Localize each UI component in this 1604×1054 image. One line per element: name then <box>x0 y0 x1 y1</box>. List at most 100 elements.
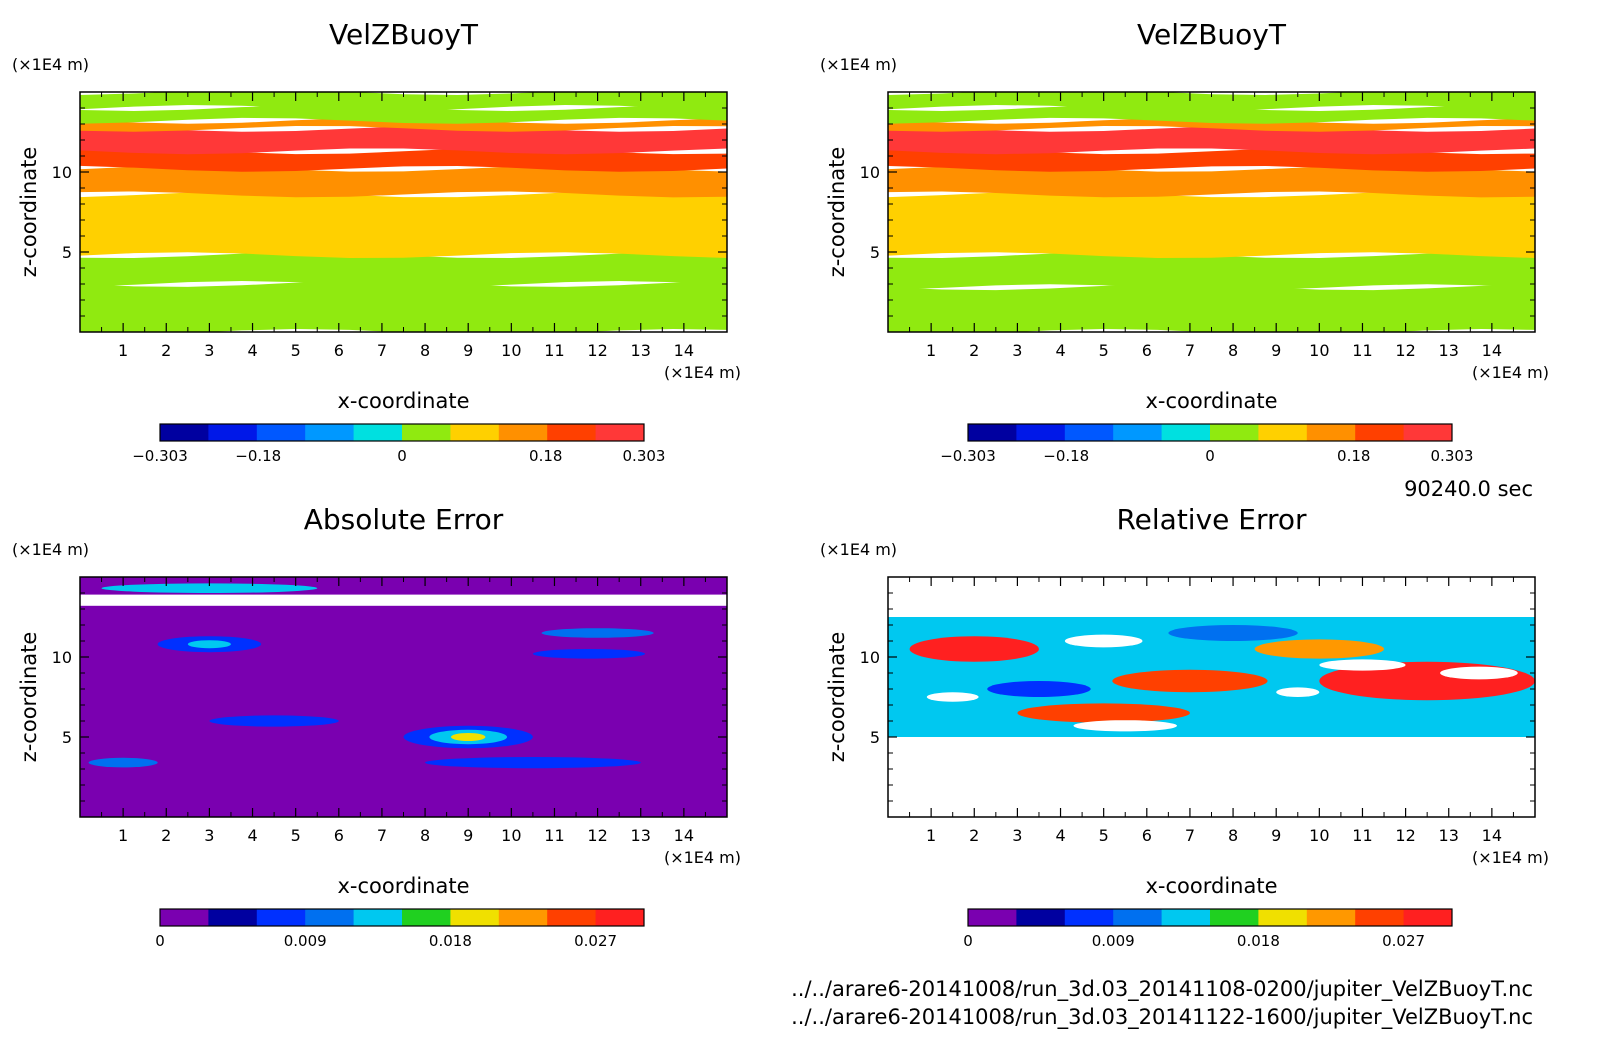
contour-band <box>80 165 727 198</box>
contour-band <box>888 284 1535 332</box>
x-tick-label: 12 <box>1395 826 1415 845</box>
colorbar-tick-label: 0 <box>397 447 407 465</box>
contour-blob <box>1017 703 1190 723</box>
x-unit-label: (×1E4 m) <box>664 848 741 867</box>
x-tick-label: 12 <box>587 826 607 845</box>
colorbar-swatch <box>160 909 209 926</box>
x-tick-label: 7 <box>377 341 387 360</box>
x-axis-label: x-coordinate <box>337 874 469 898</box>
x-tick-label: 3 <box>1012 341 1022 360</box>
contour-hole <box>926 692 979 702</box>
colorbar-swatch <box>450 424 500 441</box>
colorbar-frame <box>159 908 645 927</box>
contour-hole <box>1073 720 1177 732</box>
colorbar-tick-label: −0.303 <box>940 447 996 465</box>
y-tick-label: 10 <box>52 163 72 182</box>
x-unit-label: (×1E4 m) <box>1472 363 1549 382</box>
colorbar-tick-label: 0 <box>155 932 165 950</box>
contour-blob <box>187 640 231 649</box>
colorbar-swatch <box>1306 424 1356 441</box>
plot-field <box>888 92 1535 332</box>
x-tick-label: 5 <box>1099 826 1109 845</box>
contour-band <box>888 252 1535 290</box>
x-tick-label: 7 <box>1185 341 1195 360</box>
contour-band <box>888 92 1535 111</box>
x-tick-label: 11 <box>544 826 564 845</box>
x-tick-label: 13 <box>631 341 651 360</box>
colorbar-tick-label: 0.303 <box>1431 447 1474 465</box>
time-label: 90240.0 sec <box>1404 477 1533 501</box>
x-tick-label: 3 <box>204 341 214 360</box>
x-tick-label: 5 <box>291 826 301 845</box>
x-tick-label: 1 <box>118 341 128 360</box>
colorbar-tick-label: 0.18 <box>529 447 562 465</box>
colorbar-swatch <box>595 424 645 441</box>
colorbar-frame <box>159 423 645 442</box>
colorbar-frame <box>967 908 1453 927</box>
x-tick-label: 13 <box>631 826 651 845</box>
colorbar-swatch <box>1113 424 1163 441</box>
colorbar-tick-label: −0.18 <box>235 447 281 465</box>
colorbar-frame <box>967 423 1453 442</box>
x-tick-label: 14 <box>674 341 694 360</box>
y-tick-label: 5 <box>870 243 880 262</box>
contour-blob <box>425 757 641 769</box>
colorbar-swatch <box>305 909 355 926</box>
colorbar-swatch <box>353 424 403 441</box>
colorbar-swatch <box>1016 909 1066 926</box>
colorbar-tick-label: 0.027 <box>1382 932 1425 950</box>
x-tick-label: 6 <box>1142 826 1152 845</box>
contour-blob <box>450 733 486 741</box>
chart-title: VelZBuoyT <box>329 18 479 51</box>
plot-field <box>80 92 727 332</box>
contour-blob <box>532 649 646 659</box>
x-unit-label: (×1E4 m) <box>1472 848 1549 867</box>
x-tick-label: 9 <box>463 341 473 360</box>
colorbar-tick-label: 0 <box>963 932 973 950</box>
colorbar-swatch <box>547 909 597 926</box>
contour-blob <box>209 715 339 727</box>
x-tick-label: 8 <box>1228 826 1238 845</box>
y-tick-label: 10 <box>52 648 72 667</box>
contour-band <box>888 125 1535 155</box>
x-tick-label: 12 <box>587 341 607 360</box>
x-tick-label: 7 <box>1185 826 1195 845</box>
colorbar-swatch <box>1064 424 1114 441</box>
x-tick-label: 2 <box>969 826 979 845</box>
colorbar-tick-label: 0.009 <box>1092 932 1135 950</box>
x-tick-label: 1 <box>926 341 936 360</box>
contour-band <box>80 105 727 124</box>
contour-band <box>80 252 727 287</box>
y-axis-label: z-coordinate <box>17 632 41 763</box>
colorbar-swatch <box>1210 909 1259 926</box>
colorbar-swatch <box>498 909 548 926</box>
contour-band <box>80 191 727 259</box>
x-tick-label: 1 <box>926 826 936 845</box>
x-tick-label: 4 <box>1055 341 1065 360</box>
colorbar-swatch <box>1064 909 1114 926</box>
colorbar-swatch <box>353 909 403 926</box>
x-tick-label: 12 <box>1395 341 1415 360</box>
contour-background <box>80 577 727 817</box>
x-tick-label: 9 <box>1271 341 1281 360</box>
x-axis-label: x-coordinate <box>1145 389 1277 413</box>
blank-region <box>80 594 727 606</box>
contour-blob <box>987 681 1091 697</box>
colorbar-swatch <box>1161 424 1211 441</box>
contour-hole <box>1064 634 1143 648</box>
x-tick-label: 7 <box>377 826 387 845</box>
chart-title: VelZBuoyT <box>1137 18 1287 51</box>
x-tick-label: 1 <box>118 826 128 845</box>
x-tick-label: 9 <box>463 826 473 845</box>
x-tick-label: 5 <box>291 341 301 360</box>
colorbar-tick-label: 0.018 <box>1237 932 1280 950</box>
x-tick-label: 11 <box>544 341 564 360</box>
colorbar-tick-label: 0.018 <box>429 932 472 950</box>
x-tick-label: 14 <box>1482 826 1502 845</box>
plot-field <box>80 577 727 817</box>
contour-blob <box>1112 669 1268 693</box>
x-tick-label: 9 <box>1271 826 1281 845</box>
x-axis-label: x-coordinate <box>1145 874 1277 898</box>
